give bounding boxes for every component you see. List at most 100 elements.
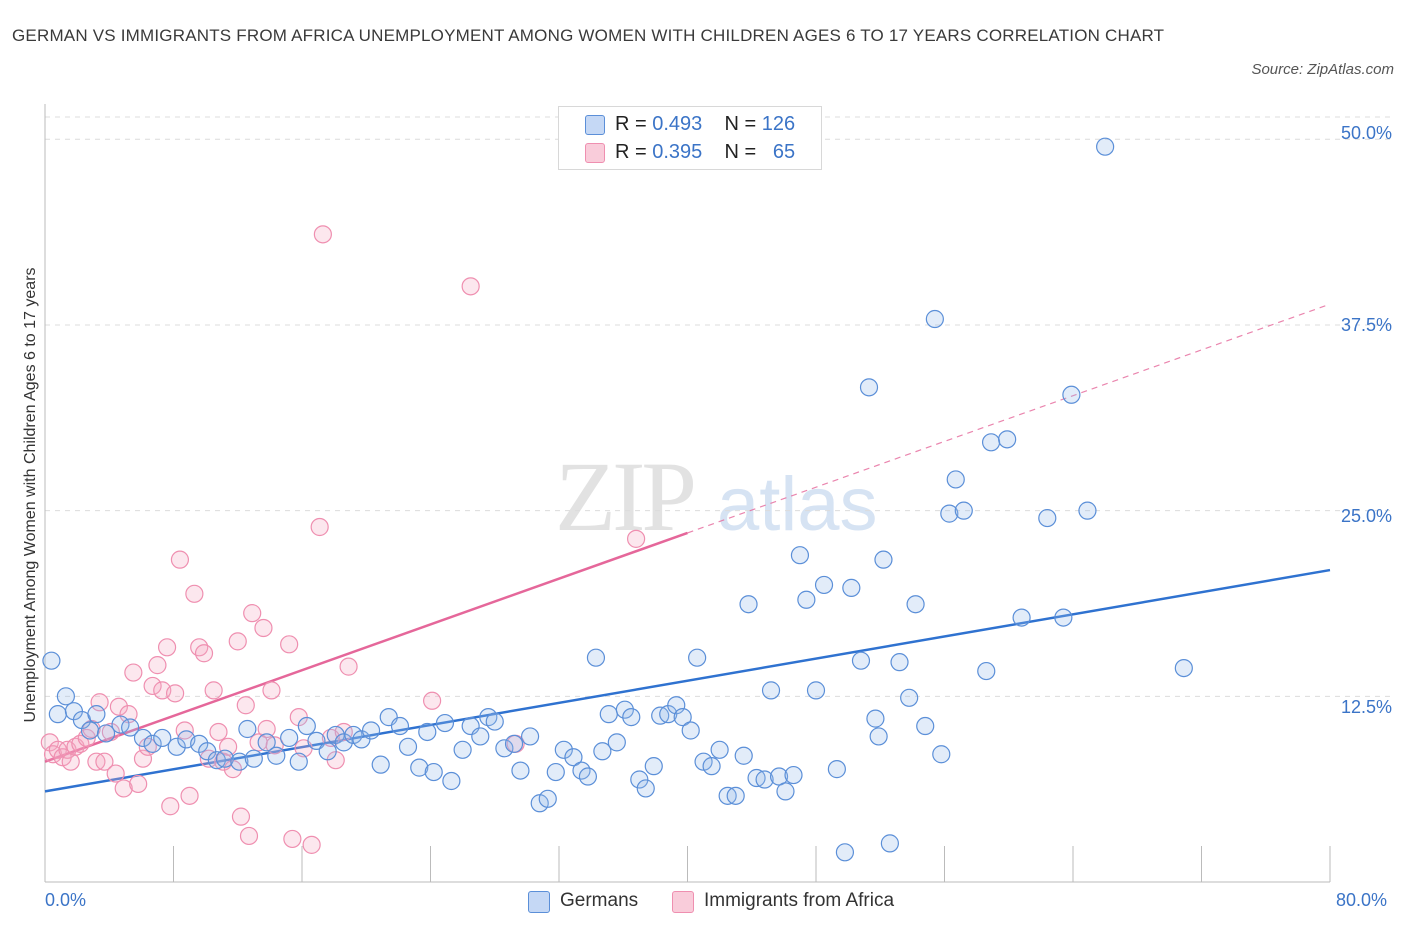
- germans-point: [755, 770, 774, 789]
- germans-point: [538, 789, 557, 808]
- germans-point: [418, 722, 437, 742]
- germans-point: [776, 782, 795, 801]
- germans-point: [1096, 137, 1115, 156]
- africa-point: [124, 663, 143, 682]
- germans-point: [546, 762, 565, 782]
- germans-point: [334, 733, 353, 752]
- germans-point: [851, 651, 871, 670]
- germans-point: [230, 752, 249, 771]
- watermark-atlas: atlas: [717, 462, 878, 547]
- africa-swatch: [672, 891, 694, 913]
- africa-point: [302, 835, 321, 854]
- germans-point: [842, 578, 861, 597]
- africa-point: [239, 826, 259, 846]
- africa-point: [626, 529, 646, 548]
- germans-point: [644, 757, 663, 776]
- africa-point: [138, 737, 157, 756]
- germans-point: [593, 742, 612, 761]
- africa-point: [148, 656, 167, 675]
- germans-point: [398, 737, 418, 756]
- germans-point: [615, 700, 634, 719]
- germans-point: [688, 648, 707, 667]
- germans-point: [453, 740, 472, 759]
- germans-point: [916, 716, 935, 736]
- germans-point: [87, 705, 106, 724]
- germans-point: [96, 724, 116, 743]
- germans-point: [153, 728, 172, 748]
- germans-point: [307, 731, 326, 750]
- x-tick-label-max: 80.0%: [1336, 890, 1388, 910]
- africa-point: [219, 737, 238, 756]
- germans-point: [890, 653, 909, 672]
- germans-point: [48, 705, 67, 724]
- africa-point: [313, 225, 332, 244]
- africa-point: [461, 277, 480, 296]
- germans-point: [586, 648, 606, 667]
- germans-swatch: [585, 115, 605, 135]
- germans-point: [504, 734, 524, 753]
- africa-point: [185, 584, 204, 603]
- germans-point: [702, 757, 721, 776]
- germans-point: [42, 651, 61, 670]
- africa-point: [423, 691, 442, 710]
- germans-point: [267, 746, 286, 765]
- germans-point: [981, 433, 1001, 452]
- germans-point: [361, 721, 381, 740]
- legend-n-value: 65: [772, 141, 796, 163]
- germans-point: [167, 737, 186, 756]
- source-label: Source: ZipAtlas.com: [1251, 61, 1394, 78]
- germans-point: [636, 779, 655, 798]
- germans-point: [578, 767, 598, 786]
- africa-point: [257, 719, 276, 739]
- germans-point: [471, 727, 490, 746]
- y-tick-label: 50.0%: [1340, 123, 1392, 143]
- germans-point: [681, 721, 700, 740]
- africa-point: [204, 681, 223, 700]
- africa-point: [283, 829, 302, 849]
- africa-point: [129, 774, 148, 794]
- germans-point: [289, 752, 308, 771]
- axes: [44, 104, 1331, 883]
- germans-point: [80, 721, 100, 740]
- africa-point: [166, 684, 185, 703]
- germans-point: [121, 718, 140, 737]
- africa-point: [95, 752, 114, 771]
- africa-trend-line: [44, 531, 688, 763]
- germans-point: [806, 681, 826, 700]
- germans-point: [739, 595, 758, 614]
- africa-point: [310, 517, 329, 537]
- africa-point: [194, 644, 214, 663]
- africa-point: [236, 696, 255, 715]
- germans-point: [554, 740, 573, 759]
- legend-r-label: R =: [615, 141, 653, 163]
- germans-point: [564, 748, 583, 767]
- germans-point: [1078, 501, 1097, 520]
- y-tick-label: 37.5%: [1340, 315, 1392, 335]
- germans-point: [734, 746, 753, 765]
- germans-point: [814, 575, 834, 595]
- germans-legend-label: Germans: [560, 890, 639, 911]
- germans-point: [726, 786, 745, 805]
- germans-point: [1012, 608, 1031, 627]
- germans-point: [511, 761, 530, 780]
- africa-point: [170, 550, 190, 569]
- germans-point: [390, 716, 410, 736]
- germans-point: [1174, 658, 1193, 678]
- africa-point: [254, 618, 273, 638]
- germans-point: [495, 739, 514, 758]
- germans-point: [946, 470, 965, 489]
- germans-point: [1054, 608, 1073, 627]
- africa-point: [180, 786, 199, 805]
- germans-point: [133, 728, 153, 748]
- germans-point: [244, 749, 263, 768]
- germans-point: [954, 501, 973, 520]
- germans-point: [280, 728, 299, 748]
- watermark-zip: ZIP: [555, 441, 693, 552]
- germans-point: [424, 762, 443, 782]
- africa-legend-label: Immigrants from Africa: [704, 890, 895, 911]
- germans-point: [859, 378, 879, 397]
- germans-point: [297, 716, 316, 736]
- africa-point: [90, 693, 109, 712]
- germans-point: [998, 430, 1017, 449]
